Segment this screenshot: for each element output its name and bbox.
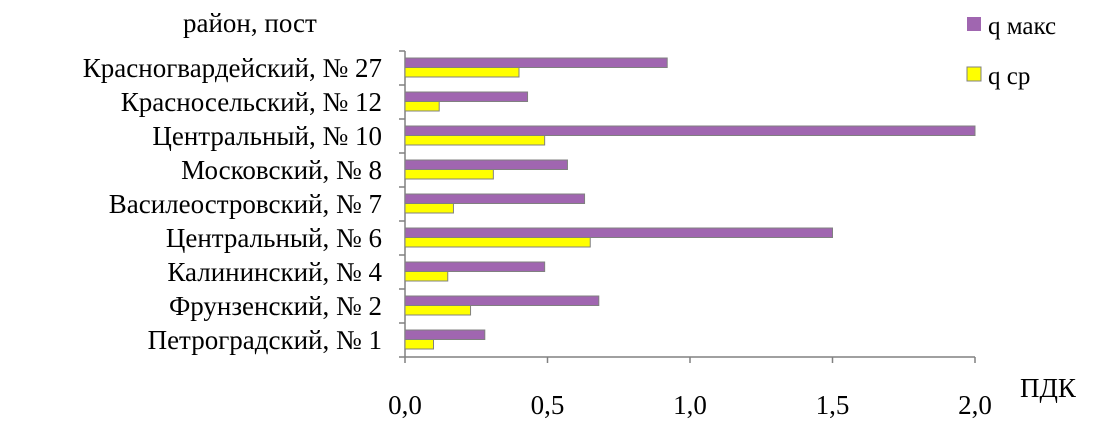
bar-qmax: [404, 261, 546, 272]
legend-swatch-qmax: [967, 17, 981, 31]
bar-qmax: [404, 329, 486, 340]
legend-label-qavg: q ср: [988, 63, 1030, 90]
x-tick-label: 0,0: [388, 390, 422, 420]
bar-qmax: [404, 227, 833, 238]
bar-qavg: [404, 67, 520, 78]
bar-qmax: [404, 159, 568, 170]
category-label: Московский, № 8: [181, 155, 382, 185]
bar-qmax: [404, 57, 668, 68]
category-label: Калининский, № 4: [167, 257, 382, 287]
bar-qmax: [404, 193, 586, 204]
category-label: Петроградский, № 1: [148, 325, 382, 355]
bar-qavg: [404, 271, 449, 282]
plot-area: 0,0 0,5 1,0 1,5 2,0 Красногвардейский, № 27 Кр…: [83, 50, 992, 420]
x-tick-label: 0,5: [531, 390, 565, 420]
bar-qavg: [404, 169, 494, 180]
bar-qavg: [404, 305, 472, 316]
x-tick-label: 2,0: [958, 390, 992, 420]
category-label: Фрунзенский, № 2: [169, 291, 382, 321]
bar-qavg: [404, 339, 434, 350]
legend-swatch-qavg: [966, 66, 982, 82]
category-label: Центральный, № 10: [152, 121, 382, 151]
x-axis-title: ПДК: [1020, 373, 1077, 403]
bar-qavg: [404, 135, 546, 146]
bar-qmax: [404, 295, 600, 306]
bar-qmax: [404, 91, 529, 102]
category-label: Красногвардейский, № 27: [83, 53, 382, 83]
bar-qmax: [404, 125, 976, 136]
category-label: Центральный, № 6: [166, 223, 382, 253]
bar-qavg: [404, 203, 454, 214]
bar-qavg: [404, 237, 591, 248]
legend: q макс q ср: [966, 13, 1056, 90]
x-tick-label: 1,0: [673, 390, 707, 420]
category-label: Василеостровский, № 7: [109, 189, 382, 219]
bar-qavg: [404, 101, 440, 112]
category-label: Красносельский, № 12: [121, 87, 382, 117]
legend-label-qmax: q макс: [988, 13, 1056, 40]
x-tick-label: 1,5: [816, 390, 850, 420]
y-axis-title: район, пост: [183, 8, 317, 38]
